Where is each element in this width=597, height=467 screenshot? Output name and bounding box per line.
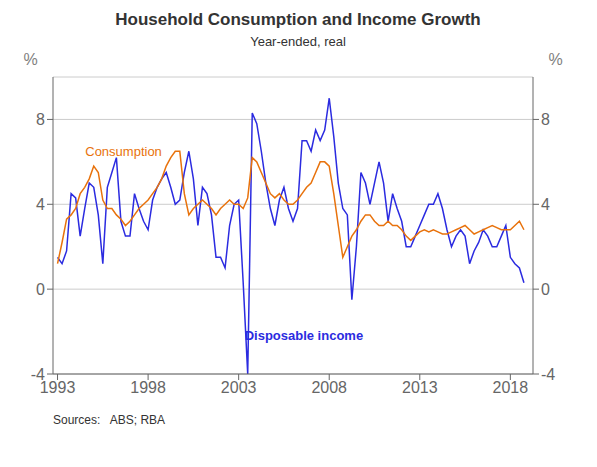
svg-text:%: %: [23, 51, 37, 68]
svg-text:0: 0: [541, 281, 550, 298]
svg-text:8: 8: [36, 111, 45, 128]
svg-text:1993: 1993: [40, 379, 76, 396]
html-text:Sources: ABS; RBA: Sources: ABS; RBA: [53, 413, 166, 427]
svg-text:-4: -4: [541, 366, 555, 383]
svg-text:-4: -4: [31, 366, 45, 383]
svg-text:0: 0: [36, 281, 45, 298]
html-text:Household Consumption and Inco: Household Consumption and Income Growth: [115, 10, 481, 29]
svg-text:8: 8: [541, 111, 550, 128]
svg-text:4: 4: [541, 196, 550, 213]
svg-text:1998: 1998: [130, 379, 166, 396]
svg-text:Disposable income: Disposable income: [245, 328, 363, 343]
svg-text:4: 4: [36, 196, 45, 213]
svg-text:2008: 2008: [311, 379, 347, 396]
html-text:Year-ended, real: Year-ended, real: [250, 34, 346, 49]
svg-text:2003: 2003: [221, 379, 257, 396]
svg-text:2013: 2013: [402, 379, 438, 396]
svg-text:2018: 2018: [493, 379, 529, 396]
svg-text:%: %: [548, 51, 562, 68]
svg-text:Consumption: Consumption: [85, 144, 162, 159]
